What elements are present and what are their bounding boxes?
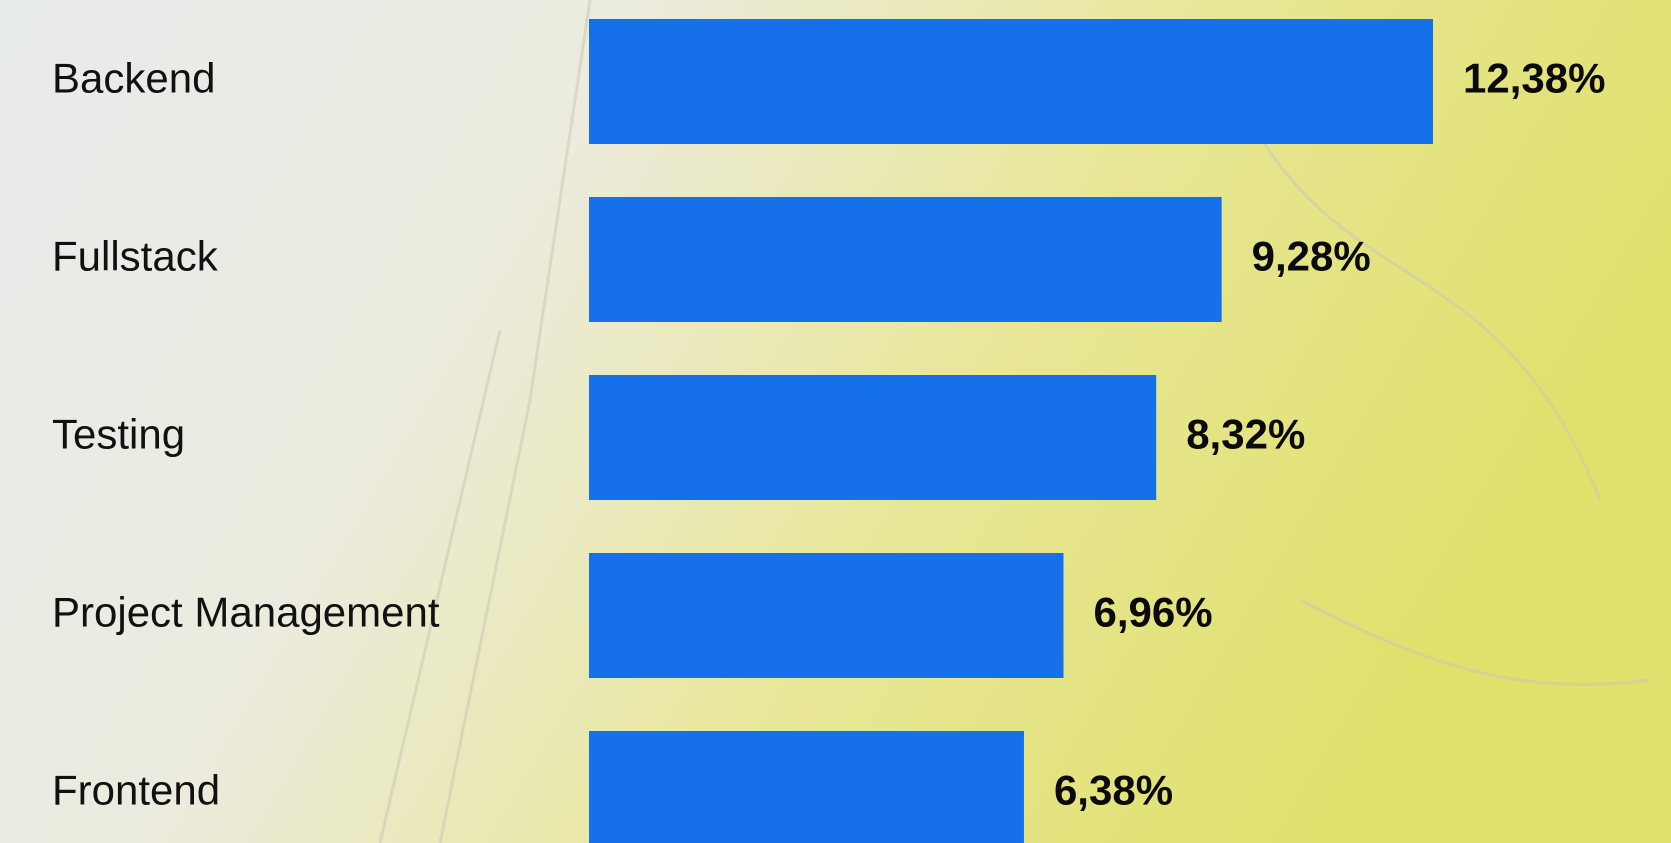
category-label: Fullstack [52, 233, 219, 280]
category-label: Backend [52, 55, 215, 102]
category-label: Testing [52, 411, 185, 458]
map-texture [378, 0, 1651, 843]
category-label: Frontend [52, 767, 220, 814]
category-label: Project Management [52, 589, 440, 636]
bar [589, 553, 1064, 678]
bar [589, 375, 1157, 500]
bar [589, 731, 1024, 843]
bar [589, 197, 1222, 322]
value-label: 12,38% [1463, 55, 1605, 102]
bar [589, 19, 1433, 144]
value-label: 9,28% [1252, 233, 1371, 280]
value-label: 8,32% [1186, 411, 1305, 458]
value-label: 6,38% [1054, 767, 1173, 814]
value-label: 6,96% [1093, 589, 1212, 636]
